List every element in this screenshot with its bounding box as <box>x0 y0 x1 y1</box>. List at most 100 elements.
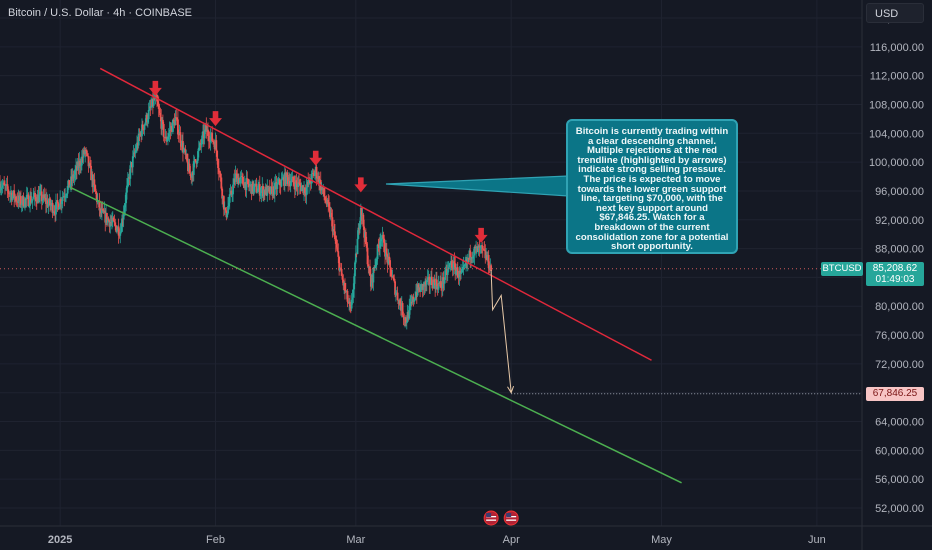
candle-body <box>324 199 327 203</box>
candle-body <box>337 251 340 257</box>
candle-body <box>469 250 472 260</box>
candle-body <box>392 276 395 279</box>
drawing-overlays <box>0 67 862 484</box>
candle-body <box>443 279 446 284</box>
candle-body <box>375 259 378 262</box>
candle-body <box>148 106 151 110</box>
currency-button[interactable]: USD <box>866 3 924 23</box>
candle-body <box>167 133 170 137</box>
candle-body <box>134 150 137 154</box>
candle-body <box>32 196 35 199</box>
target-price-tag: 67,846.25 <box>866 386 924 401</box>
candle-body <box>340 269 343 276</box>
candle-body <box>1 185 4 188</box>
symbol-title[interactable]: Bitcoin / U.S. Dollar · 4h · COINBASE <box>8 7 192 19</box>
candle-body <box>298 182 300 184</box>
candle-body <box>52 211 55 214</box>
candle-body <box>166 139 168 142</box>
candle-body <box>458 270 461 278</box>
candle-body <box>132 152 135 157</box>
candle-body <box>8 192 11 195</box>
candle-body <box>350 299 353 309</box>
candle-body <box>112 217 115 221</box>
candle-body <box>50 205 52 207</box>
time-tick-label: Apr <box>503 534 520 546</box>
candle-body <box>369 266 371 276</box>
candle-body <box>189 173 192 176</box>
candle-body <box>399 300 401 305</box>
candle-body <box>298 183 301 186</box>
candle-body <box>124 203 127 208</box>
candle-body <box>13 190 16 199</box>
candle-body <box>95 194 98 203</box>
candle-body <box>447 266 450 270</box>
price-tick-label: 96,000.00 <box>875 186 924 198</box>
candle-body <box>39 191 41 195</box>
candle-body <box>198 143 201 148</box>
annotation-callout[interactable]: Bitcoin is currently trading within a cl… <box>566 119 738 254</box>
candle-body <box>28 205 31 207</box>
candle-body <box>125 192 128 204</box>
candle-body <box>329 206 331 217</box>
candle-body <box>402 315 405 318</box>
projection-arrowhead <box>507 385 515 394</box>
candle-body <box>422 283 425 290</box>
candle-body <box>408 305 411 319</box>
time-tick-label: May <box>651 534 672 546</box>
flag-stripe <box>506 519 517 521</box>
annotation-text: Bitcoin is currently trading within a cl… <box>575 126 729 253</box>
candle-body <box>79 160 82 166</box>
candle-body <box>109 221 112 227</box>
candle-body <box>466 258 469 263</box>
current-price-value: 85,208.62 <box>872 262 918 274</box>
price-tick-label: 52,000.00 <box>875 503 924 515</box>
candle-body <box>346 290 349 302</box>
current-price-tag: 85,208.62 01:49:03 <box>866 261 924 286</box>
flag-canton <box>506 513 512 517</box>
candle-body <box>379 239 382 242</box>
candle-body <box>40 191 43 202</box>
candle-body <box>248 183 250 187</box>
candle-body <box>146 119 149 123</box>
callout-pointer <box>385 175 569 197</box>
candle-body <box>341 275 344 280</box>
candle-body <box>472 255 475 257</box>
candle-body <box>242 177 244 184</box>
candle-body <box>260 189 263 194</box>
candle-body <box>444 270 447 280</box>
candle-body <box>66 186 69 194</box>
candle-body <box>220 177 223 189</box>
candle-body <box>357 227 360 239</box>
candle-body <box>73 174 76 179</box>
candle-body <box>297 182 300 188</box>
candle-body <box>289 182 292 187</box>
price-tick-label: 116,000.00 <box>870 42 924 54</box>
time-axis[interactable]: 2025 Feb Mar Apr May Jun <box>48 534 826 546</box>
candle-body <box>93 179 96 186</box>
candle-body <box>161 119 164 125</box>
candle-body <box>154 93 157 99</box>
candle-body <box>440 281 442 288</box>
candle-body <box>194 159 197 162</box>
candle-body <box>382 234 385 239</box>
candle-body <box>188 163 191 174</box>
candle-body <box>410 301 412 304</box>
candle-body <box>120 231 123 233</box>
candle-body <box>121 218 123 232</box>
candle-body <box>69 184 72 188</box>
rejection-arrow-icon <box>209 111 222 127</box>
candle-body <box>0 188 2 191</box>
price-tick-label: 80,000.00 <box>875 301 924 313</box>
candle-body <box>80 156 83 166</box>
candle-body <box>165 136 168 142</box>
price-tick-label: 88,000.00 <box>875 244 924 256</box>
candle-body <box>335 243 338 248</box>
candle-body <box>420 284 422 292</box>
time-tick-label: 2025 <box>48 534 72 546</box>
flag-stripe <box>486 519 497 521</box>
candle-body <box>126 185 128 193</box>
candle-body <box>38 194 41 203</box>
candle-body <box>43 194 46 199</box>
candle-body <box>19 196 22 205</box>
